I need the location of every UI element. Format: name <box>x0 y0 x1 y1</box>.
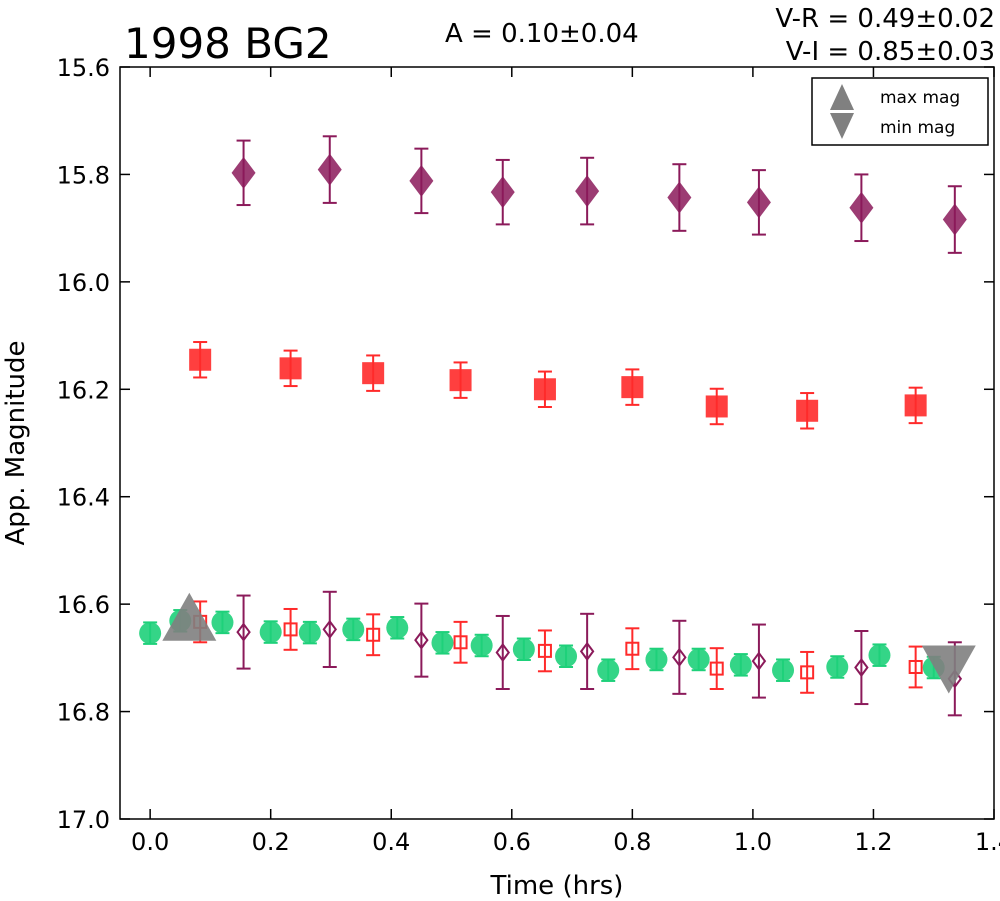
diamond-point <box>409 164 434 197</box>
diamond-point <box>490 176 515 209</box>
circle-point <box>729 653 752 676</box>
square-point <box>625 641 640 656</box>
min-mag-triangle <box>921 645 976 694</box>
legend-min-mag-marker <box>830 113 854 139</box>
circle-point <box>259 621 282 644</box>
y-tick-label: 16.2 <box>57 376 110 404</box>
square-point <box>449 369 472 392</box>
square-point <box>189 348 212 371</box>
data-marks <box>139 135 976 717</box>
x-tick-label: 0.6 <box>493 828 531 856</box>
y-tick-label: 16.8 <box>57 699 110 727</box>
circle-point <box>868 644 891 667</box>
circle-point <box>211 611 234 634</box>
square-point <box>537 643 552 658</box>
x-axis-label: Time (hrs) <box>490 871 624 901</box>
diamond-point <box>854 657 869 678</box>
chart-title: 1998 BG2 <box>124 19 332 68</box>
circle-point <box>597 659 620 682</box>
square-point <box>533 378 556 401</box>
circle-point <box>139 622 162 645</box>
square-point <box>705 395 728 418</box>
diamond-point <box>751 651 767 671</box>
circle-point <box>826 655 849 678</box>
axes: 0.0 0.2 0.4 0.6 0.8 1.0 1.2 1.4 15.6 15.8 16.0 16.2… <box>57 54 1000 856</box>
x-tick-label: 0.8 <box>613 828 651 856</box>
max-mag-triangle <box>162 592 217 641</box>
x-tick-label: 0.4 <box>372 828 410 856</box>
amplitude-annotation: A = 0.10±0.04 <box>445 19 639 49</box>
circle-point <box>645 648 668 671</box>
square-point <box>800 665 815 680</box>
y-tick-label: 15.6 <box>57 54 110 82</box>
diamond-point <box>667 181 692 214</box>
circle-point <box>342 618 365 641</box>
diamond-point <box>317 153 342 186</box>
legend-max-mag-label: max mag <box>880 88 960 108</box>
circle-point <box>687 648 710 671</box>
square-point <box>709 661 724 676</box>
square-point <box>366 627 381 642</box>
circle-point <box>470 634 493 657</box>
legend-max-mag-marker <box>830 84 854 110</box>
x-tick-label: 1.0 <box>734 828 772 856</box>
y-tick-label: 16.4 <box>57 484 110 512</box>
diamond-point <box>575 175 600 208</box>
y-tick-label: 17.0 <box>57 806 110 834</box>
y-tick-label: 16.0 <box>57 269 110 297</box>
diamond-point <box>322 619 338 640</box>
square-point <box>453 635 468 650</box>
color-index-vr: V-R = 0.49±0.02 <box>775 4 995 34</box>
circle-point <box>431 631 454 654</box>
diamond-point <box>942 203 967 236</box>
circle-point <box>298 621 321 644</box>
square-point <box>283 622 298 637</box>
color-index-vi: V-I = 0.85±0.03 <box>786 37 995 67</box>
legend-min-mag-label: min mag <box>880 118 955 138</box>
diamond-point <box>231 156 256 189</box>
y-tick-label: 16.6 <box>57 591 110 619</box>
square-point <box>908 659 923 674</box>
plot-frame <box>119 66 995 820</box>
diamond-point <box>849 191 874 224</box>
legend: max mag min mag <box>811 77 989 146</box>
y-axis-label: App. Magnitude <box>1 340 31 545</box>
diamond-point <box>236 622 251 642</box>
square-point <box>362 362 385 385</box>
circle-point <box>555 645 578 668</box>
diamond-point <box>414 630 429 650</box>
square-point <box>904 394 927 417</box>
x-tick-label: 0.0 <box>131 828 169 856</box>
circle-point <box>386 616 409 639</box>
circle-point <box>512 638 535 661</box>
y-tick-label: 15.8 <box>57 161 110 189</box>
square-point <box>796 399 819 422</box>
circle-point <box>772 659 795 682</box>
diamond-point <box>672 647 687 667</box>
x-tick-label: 0.2 <box>252 828 290 856</box>
x-tick-label: 1.2 <box>854 828 892 856</box>
diamond-point <box>746 186 771 219</box>
diamond-point <box>495 642 511 663</box>
square-point <box>279 357 302 380</box>
x-tick-label: 1.4 <box>975 828 1000 856</box>
square-point <box>621 376 644 399</box>
diamond-point <box>579 641 595 662</box>
